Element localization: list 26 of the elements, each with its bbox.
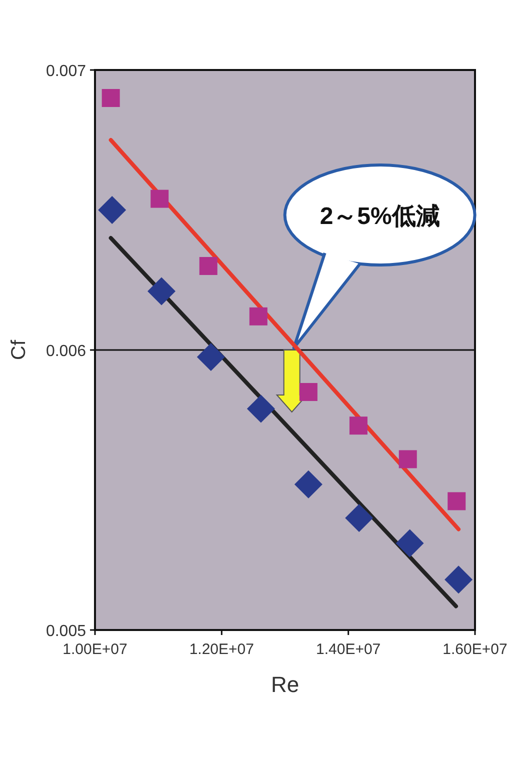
x-tick-label: 1.20E+07 [189, 641, 254, 658]
point [98, 196, 126, 224]
point [294, 470, 322, 498]
point [148, 277, 176, 306]
point [444, 566, 473, 594]
point [246, 394, 275, 423]
y-tick-label: 0.007 [46, 63, 86, 80]
point [102, 89, 120, 107]
point [396, 529, 424, 558]
y-tick-label: 0.006 [46, 343, 86, 360]
point [398, 450, 417, 468]
point [196, 343, 225, 371]
point [448, 492, 466, 510]
point [249, 307, 268, 326]
point [150, 190, 169, 208]
x-axis-title: Re [270, 672, 300, 697]
y-tick-label: 0.005 [46, 623, 86, 640]
x-tick-label: 1.60E+07 [442, 641, 508, 658]
y-axis-title: Cf [8, 340, 30, 360]
annotation: 2～5%低減 [320, 203, 440, 230]
x-tick-label: 1.00E+07 [62, 641, 128, 658]
point [345, 504, 374, 532]
x-tick-label: 1.40E+07 [316, 641, 381, 658]
point [199, 257, 218, 275]
point [349, 416, 368, 435]
point [299, 383, 318, 401]
